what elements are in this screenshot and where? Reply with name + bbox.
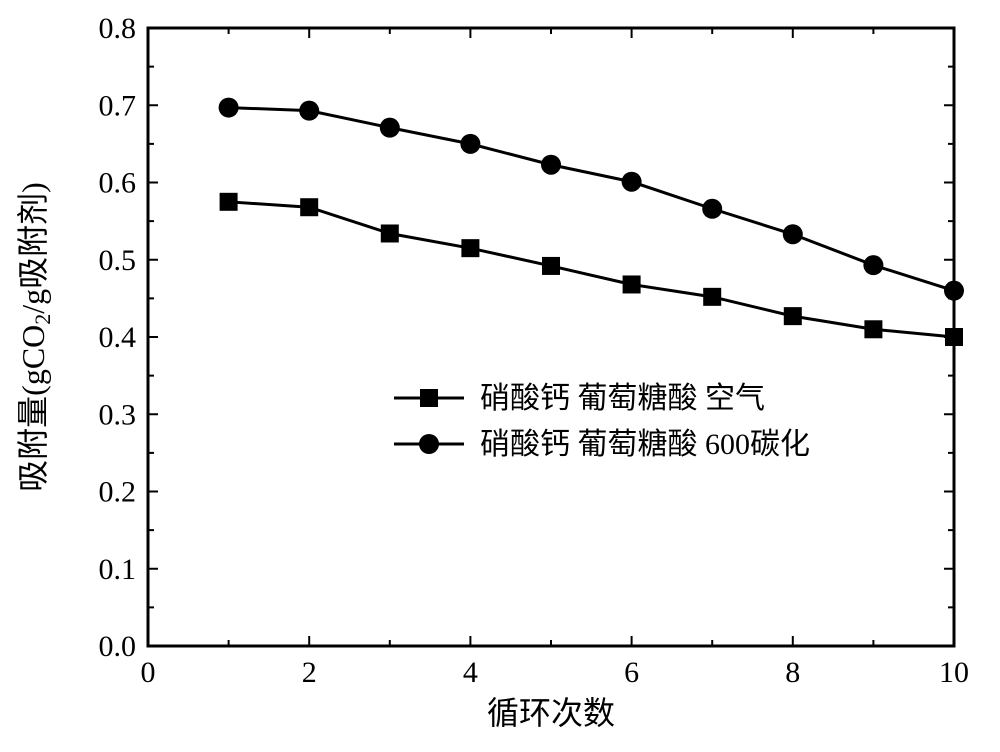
chart-container: 0 2 4 6 8 10 0.0 0.1 0.2 0.3 0.4 0.5 0.6 0.7 0.8 循环次数 吸附… (0, 0, 1000, 752)
marker-circle (863, 255, 883, 275)
chart-svg: 0 2 4 6 8 10 0.0 0.1 0.2 0.3 0.4 0.5 0.6 0.7 0.8 循环次数 吸附… (0, 0, 1000, 752)
x-axis-label: 循环次数 (487, 695, 615, 731)
x-tick-label: 0 (141, 656, 156, 689)
marker-circle (944, 281, 964, 301)
y-tick-label: 0.1 (99, 553, 137, 586)
y-tick-label: 0.0 (99, 630, 137, 663)
marker-square (703, 288, 721, 306)
marker-circle (299, 101, 319, 121)
marker-square (623, 275, 641, 293)
y-tick-label: 0.3 (99, 398, 137, 431)
marker-square (784, 307, 802, 325)
legend-label-square: 硝酸钙 葡萄糖酸 空气 (480, 382, 765, 415)
x-tick-label: 10 (939, 656, 969, 689)
y-axis-label: 吸附量(gCO2/g吸附剂) (15, 182, 55, 492)
marker-circle (783, 224, 803, 244)
marker-square (461, 239, 479, 257)
marker-square (220, 193, 238, 211)
y-tick-label: 0.2 (99, 476, 137, 509)
y-tick-label: 0.4 (99, 321, 137, 354)
marker-square (542, 257, 560, 275)
marker-square (945, 328, 963, 346)
marker-circle (541, 155, 561, 175)
marker-circle (622, 172, 642, 192)
legend-marker-circle (419, 434, 439, 454)
y-tick-label: 0.5 (99, 244, 137, 277)
y-tick-label: 0.7 (99, 89, 137, 122)
marker-square (864, 320, 882, 338)
y-tick-label: 0.6 (99, 167, 137, 200)
marker-square (381, 224, 399, 242)
legend-marker-square (420, 389, 438, 407)
marker-circle (380, 118, 400, 138)
x-tick-label: 2 (302, 656, 317, 689)
marker-circle (460, 134, 480, 154)
x-tick-label: 6 (624, 656, 639, 689)
marker-circle (219, 98, 239, 118)
x-tick-label: 4 (463, 656, 478, 689)
x-tick-label: 8 (785, 656, 800, 689)
legend-label-circle: 硝酸钙 葡萄糖酸 600碳化 (480, 428, 810, 461)
y-tick-label: 0.8 (99, 12, 137, 45)
marker-square (300, 198, 318, 216)
marker-circle (702, 199, 722, 219)
